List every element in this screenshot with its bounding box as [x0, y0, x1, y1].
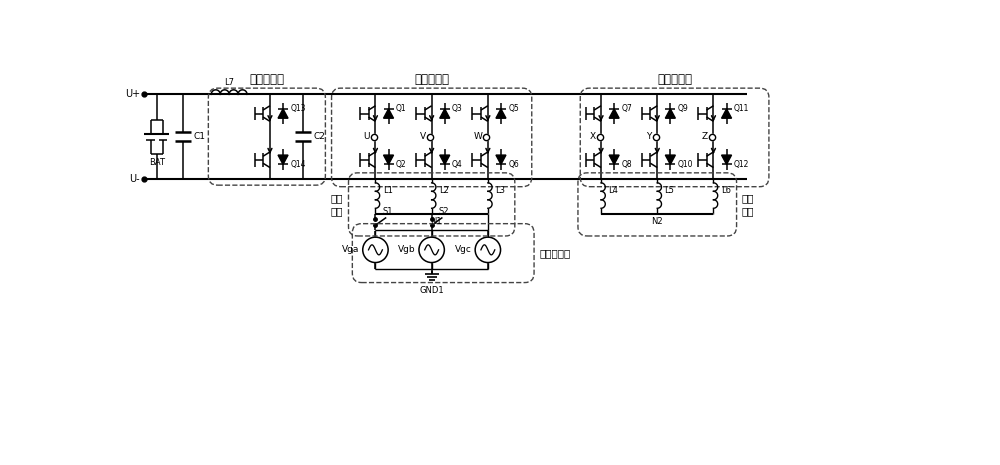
Text: Q1: Q1 — [396, 104, 406, 113]
Text: Vgc: Vgc — [455, 246, 472, 254]
Polygon shape — [665, 109, 675, 118]
Text: U+: U+ — [125, 89, 140, 100]
Polygon shape — [384, 155, 394, 165]
Text: 第二
绕组: 第二 绕组 — [742, 193, 754, 216]
Polygon shape — [722, 109, 732, 118]
Polygon shape — [496, 155, 506, 165]
Text: L3: L3 — [495, 186, 505, 195]
Text: X: X — [590, 132, 596, 141]
Text: W: W — [474, 132, 482, 141]
Polygon shape — [440, 109, 450, 118]
Text: GND1: GND1 — [419, 286, 444, 295]
Text: S2: S2 — [439, 207, 449, 217]
Polygon shape — [440, 155, 450, 165]
Text: Q6: Q6 — [508, 160, 519, 169]
Text: Vgb: Vgb — [398, 246, 416, 254]
Text: L6: L6 — [721, 186, 731, 195]
Text: 第三变换器: 第三变换器 — [249, 73, 284, 86]
Text: Q8: Q8 — [621, 160, 632, 169]
Polygon shape — [609, 109, 619, 118]
Polygon shape — [278, 109, 288, 118]
Text: L5: L5 — [665, 186, 674, 195]
Text: L1: L1 — [383, 186, 393, 195]
Polygon shape — [384, 109, 394, 118]
Text: L7: L7 — [224, 78, 234, 87]
Text: BAT: BAT — [149, 158, 165, 167]
Text: Q7: Q7 — [621, 104, 632, 113]
Polygon shape — [665, 155, 675, 165]
Text: N1: N1 — [430, 217, 441, 226]
Text: C2: C2 — [314, 132, 326, 141]
Text: 第一变换器: 第一变换器 — [414, 73, 449, 86]
Text: V: V — [420, 132, 426, 141]
Text: Q11: Q11 — [734, 104, 749, 113]
Text: Q13: Q13 — [290, 104, 306, 113]
Text: Q4: Q4 — [452, 160, 463, 169]
Text: Q10: Q10 — [678, 160, 693, 169]
Text: 第二变换器: 第二变换器 — [657, 73, 692, 86]
Text: Q9: Q9 — [678, 104, 688, 113]
Text: Q5: Q5 — [508, 104, 519, 113]
Text: Q14: Q14 — [290, 160, 306, 169]
Text: S1: S1 — [383, 207, 393, 217]
Text: Q3: Q3 — [452, 104, 463, 113]
Text: Q2: Q2 — [396, 160, 406, 169]
Text: Q12: Q12 — [734, 160, 749, 169]
Text: 交流充电枪: 交流充电枪 — [539, 248, 571, 258]
Text: Z: Z — [702, 132, 708, 141]
Text: L4: L4 — [608, 186, 618, 195]
Polygon shape — [722, 155, 732, 165]
Text: L2: L2 — [439, 186, 449, 195]
Text: 第一
绕组: 第一 绕组 — [331, 193, 343, 216]
Text: Y: Y — [646, 132, 652, 141]
Text: Vga: Vga — [342, 246, 360, 254]
Text: U: U — [364, 132, 370, 141]
Text: C1: C1 — [194, 132, 206, 141]
Polygon shape — [609, 155, 619, 165]
Polygon shape — [496, 109, 506, 118]
Polygon shape — [278, 155, 288, 165]
Text: U-: U- — [129, 174, 140, 184]
Text: N2: N2 — [651, 217, 663, 226]
